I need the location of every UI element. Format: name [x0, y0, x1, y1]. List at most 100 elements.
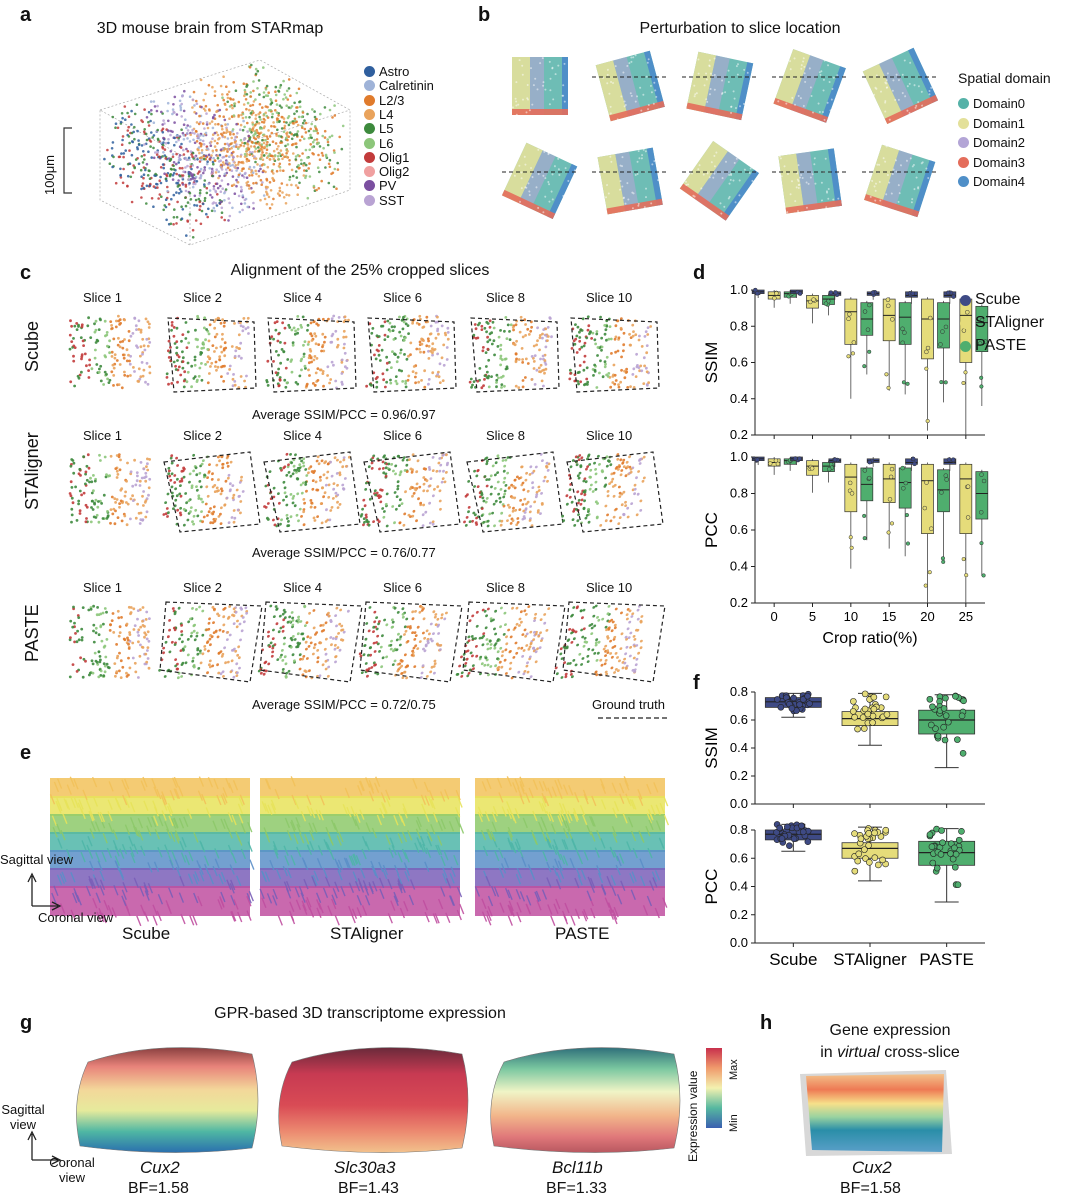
cell-point: [302, 137, 306, 141]
cell-point: [227, 197, 230, 200]
panel-a-title: 3D mouse brain from STARmap: [96, 20, 324, 37]
data-point: [927, 315, 933, 321]
cell-point: [294, 142, 298, 145]
cell-point: [212, 206, 216, 210]
cell-point: [171, 130, 174, 133]
cell-point: [126, 185, 129, 188]
cell-point: [298, 181, 301, 185]
cell-point: [209, 156, 212, 159]
data-point: [870, 290, 876, 295]
ground-truth-outline: [470, 317, 560, 393]
cell-point: [192, 182, 195, 186]
data-point: [871, 854, 879, 861]
legend-swatch: [364, 137, 375, 149]
cell-point: [265, 144, 269, 148]
cell-point: [268, 206, 272, 210]
cell-point: [271, 140, 275, 143]
panel-b-label: b: [478, 4, 491, 26]
cell-point: [300, 162, 303, 166]
surface-bcl11b: [490, 1047, 681, 1153]
cell-point: [281, 157, 284, 161]
cell-point: [164, 198, 168, 201]
cell-point: [236, 163, 240, 166]
cell-point: [236, 155, 239, 158]
cell-point: [295, 145, 298, 149]
legend-item: Domain4: [958, 174, 1025, 189]
cell-point: [182, 148, 185, 152]
cell-point: [197, 146, 201, 149]
cell-point: [252, 207, 255, 210]
data-point: [901, 486, 906, 491]
cell-point: [187, 156, 191, 160]
cell-point: [240, 161, 243, 164]
legend-item: Domain3: [958, 155, 1025, 170]
cell-point: [242, 119, 245, 123]
cell-point: [290, 143, 294, 147]
data-point: [828, 290, 834, 295]
data-point: [870, 705, 878, 713]
cell-point: [137, 162, 141, 166]
y-tick-label: 0.2: [730, 768, 748, 783]
legend-label: PASTE: [975, 337, 1027, 354]
cell-point: [264, 186, 268, 189]
cell-point: [310, 136, 313, 140]
data-point: [788, 705, 796, 712]
cell-point: [230, 146, 233, 150]
panel-c-title: Alignment of the 25% cropped slices: [230, 262, 490, 279]
cell-point: [307, 129, 311, 133]
cell-point: [153, 105, 157, 108]
cell-point: [295, 110, 299, 113]
cell-point: [196, 133, 200, 136]
cell-point: [122, 155, 125, 159]
cell-point: [160, 110, 163, 114]
cell-point: [169, 133, 172, 137]
cell-point: [333, 104, 336, 107]
data-point: [790, 694, 797, 702]
data-point: [902, 330, 907, 335]
cell-point: [200, 151, 204, 155]
data-point: [900, 465, 905, 471]
cell-point: [257, 112, 260, 116]
cell-point: [173, 143, 176, 147]
perturbation-slices: [501, 47, 939, 221]
cell-point: [261, 151, 264, 154]
aligned-slice: [365, 314, 450, 389]
y-tick-label: 0.0: [730, 935, 748, 950]
cell-point: [260, 143, 264, 146]
cell-point: [168, 173, 172, 177]
cell-point: [295, 134, 299, 137]
data-point: [777, 704, 785, 711]
legend-swatch: [364, 123, 375, 135]
box-body: [921, 298, 934, 360]
data-point: [886, 530, 891, 535]
cell-point: [188, 171, 191, 174]
cell-point: [245, 176, 249, 179]
cell-point: [213, 145, 217, 148]
cell-point: [241, 208, 244, 212]
cell-point: [127, 135, 131, 138]
colorbar-label: Expression value: [686, 1070, 700, 1162]
bf-3: BF=1.33: [546, 1180, 607, 1197]
cell-point: [213, 90, 217, 93]
data-point: [855, 850, 863, 858]
cell-point: [188, 95, 192, 98]
cell-point: [296, 193, 299, 196]
cell-point: [202, 154, 206, 158]
cell-point: [131, 140, 135, 144]
cell-point: [328, 158, 332, 162]
data-point: [961, 557, 966, 562]
data-point: [958, 828, 965, 835]
overall-boxplots: 0.0 0.2 0.4 0.6 0.8 SSIM 0.0 0.2 0.4 0.6 0.8 PCC Scu…: [702, 684, 985, 969]
cell-point: [256, 69, 260, 73]
cell-point: [246, 205, 249, 209]
cell-point: [302, 174, 306, 177]
cell-point: [303, 127, 307, 131]
cell-point: [120, 143, 124, 146]
cell-point: [262, 66, 265, 69]
cell-point: [217, 137, 220, 141]
cell-point: [232, 150, 235, 154]
cell-point: [252, 165, 256, 169]
cell-point: [133, 112, 137, 116]
cell-point: [156, 150, 160, 154]
cell-point: [248, 129, 252, 132]
